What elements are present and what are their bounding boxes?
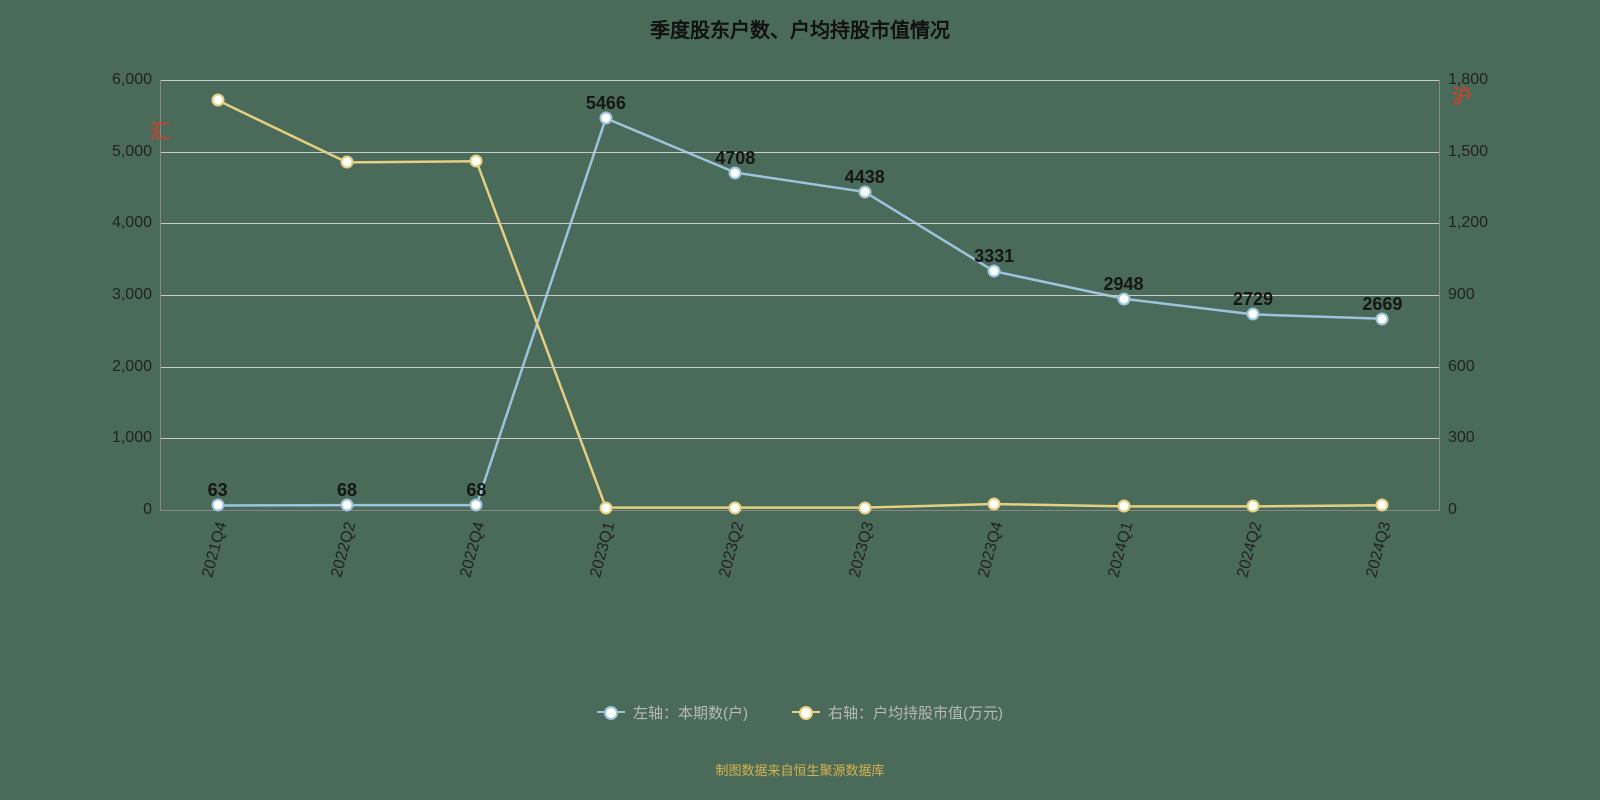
- x-tick: 2022Q2: [328, 520, 360, 580]
- data-label: 63: [208, 480, 228, 501]
- data-label: 68: [466, 480, 486, 501]
- legend-label: 右轴：户均持股市值(万元): [828, 702, 1003, 723]
- x-tick: 2024Q3: [1364, 520, 1396, 580]
- plot-area: 01,0002,0003,0004,0005,0006,000030060090…: [160, 80, 1440, 510]
- legend: 左轴：本期数(户) 右轴：户均持股市值(万元): [0, 700, 1600, 723]
- y-right-tick: 1,200: [1440, 214, 1488, 232]
- grid-line: [160, 80, 1440, 81]
- y-left-tick: 5,000: [112, 143, 160, 161]
- x-tick: 2023Q3: [846, 520, 878, 580]
- x-tick: 2024Q1: [1105, 520, 1137, 580]
- watermark-left: 汇: [150, 115, 170, 144]
- y-right-tick: 900: [1440, 286, 1475, 304]
- x-tick: 2023Q4: [975, 520, 1007, 580]
- legend-label: 左轴：本期数(户): [633, 702, 748, 723]
- legend-item: 左轴：本期数(户): [597, 702, 748, 723]
- data-label: 2669: [1362, 294, 1402, 315]
- x-tick: 2023Q2: [717, 520, 749, 580]
- series-line: [218, 118, 1383, 505]
- grid-line: [160, 438, 1440, 439]
- data-label: 2729: [1233, 289, 1273, 310]
- x-tick: 2023Q1: [587, 520, 619, 580]
- grid-line: [160, 367, 1440, 368]
- y-left-tick: 0: [143, 501, 160, 519]
- legend-swatch: [597, 711, 625, 713]
- series-line: [218, 100, 1383, 507]
- data-label: 3331: [974, 246, 1014, 267]
- data-marker: [1246, 500, 1259, 513]
- chart-title: 季度股东户数、户均持股市值情况: [0, 14, 1600, 43]
- x-tick: 2021Q4: [199, 520, 231, 580]
- data-marker: [211, 94, 224, 107]
- y-left-tick: 6,000: [112, 71, 160, 89]
- grid-line: [160, 152, 1440, 153]
- x-tick: 2022Q4: [458, 520, 490, 580]
- grid-line: [160, 223, 1440, 224]
- data-label: 4438: [845, 167, 885, 188]
- data-marker: [729, 501, 742, 514]
- data-marker: [858, 501, 871, 514]
- data-marker: [988, 498, 1001, 511]
- y-right-tick: 1,500: [1440, 143, 1488, 161]
- data-marker: [599, 501, 612, 514]
- data-marker: [470, 155, 483, 168]
- legend-item: 右轴：户均持股市值(万元): [792, 702, 1003, 723]
- data-label: 5466: [586, 93, 626, 114]
- chart-container: 季度股东户数、户均持股市值情况 01,0002,0003,0004,0005,0…: [0, 0, 1600, 800]
- data-marker: [1376, 499, 1389, 512]
- chart-footer: 制图数据来自恒生聚源数据库: [0, 760, 1600, 779]
- data-marker: [1117, 500, 1130, 513]
- y-left-tick: 4,000: [112, 214, 160, 232]
- axis-line: [1439, 80, 1440, 510]
- axis-line: [160, 80, 161, 510]
- y-left-tick: 2,000: [112, 358, 160, 376]
- data-marker: [341, 156, 354, 169]
- y-right-tick: 600: [1440, 358, 1475, 376]
- x-tick: 2024Q2: [1234, 520, 1266, 580]
- y-left-tick: 1,000: [112, 429, 160, 447]
- y-left-tick: 3,000: [112, 286, 160, 304]
- data-label: 4708: [715, 147, 755, 168]
- y-right-tick: 300: [1440, 429, 1475, 447]
- data-label: 2948: [1104, 274, 1144, 295]
- watermark-right: 沪: [1452, 80, 1472, 109]
- legend-swatch: [792, 711, 820, 713]
- data-label: 68: [337, 480, 357, 501]
- y-right-tick: 0: [1440, 501, 1457, 519]
